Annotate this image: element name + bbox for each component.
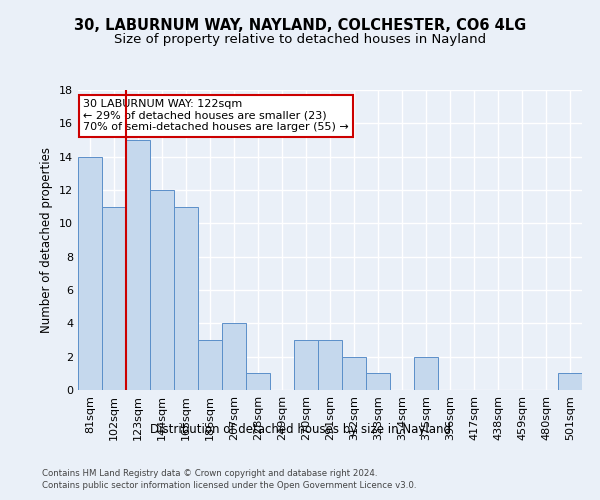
Y-axis label: Number of detached properties: Number of detached properties xyxy=(40,147,53,333)
Bar xyxy=(246,374,270,390)
Text: Contains public sector information licensed under the Open Government Licence v3: Contains public sector information licen… xyxy=(42,481,416,490)
Text: Distribution of detached houses by size in Nayland: Distribution of detached houses by size … xyxy=(149,422,451,436)
Bar xyxy=(198,340,222,390)
Text: Contains HM Land Registry data © Crown copyright and database right 2024.: Contains HM Land Registry data © Crown c… xyxy=(42,468,377,477)
Bar xyxy=(126,140,150,390)
Bar xyxy=(558,374,582,390)
Text: 30 LABURNUM WAY: 122sqm
← 29% of detached houses are smaller (23)
70% of semi-de: 30 LABURNUM WAY: 122sqm ← 29% of detache… xyxy=(83,99,349,132)
Bar xyxy=(366,374,390,390)
Bar xyxy=(150,190,174,390)
Bar xyxy=(318,340,342,390)
Bar xyxy=(294,340,318,390)
Bar xyxy=(342,356,366,390)
Bar xyxy=(174,206,198,390)
Bar xyxy=(414,356,438,390)
Bar xyxy=(102,206,126,390)
Text: Size of property relative to detached houses in Nayland: Size of property relative to detached ho… xyxy=(114,32,486,46)
Bar xyxy=(222,324,246,390)
Bar xyxy=(78,156,102,390)
Text: 30, LABURNUM WAY, NAYLAND, COLCHESTER, CO6 4LG: 30, LABURNUM WAY, NAYLAND, COLCHESTER, C… xyxy=(74,18,526,32)
